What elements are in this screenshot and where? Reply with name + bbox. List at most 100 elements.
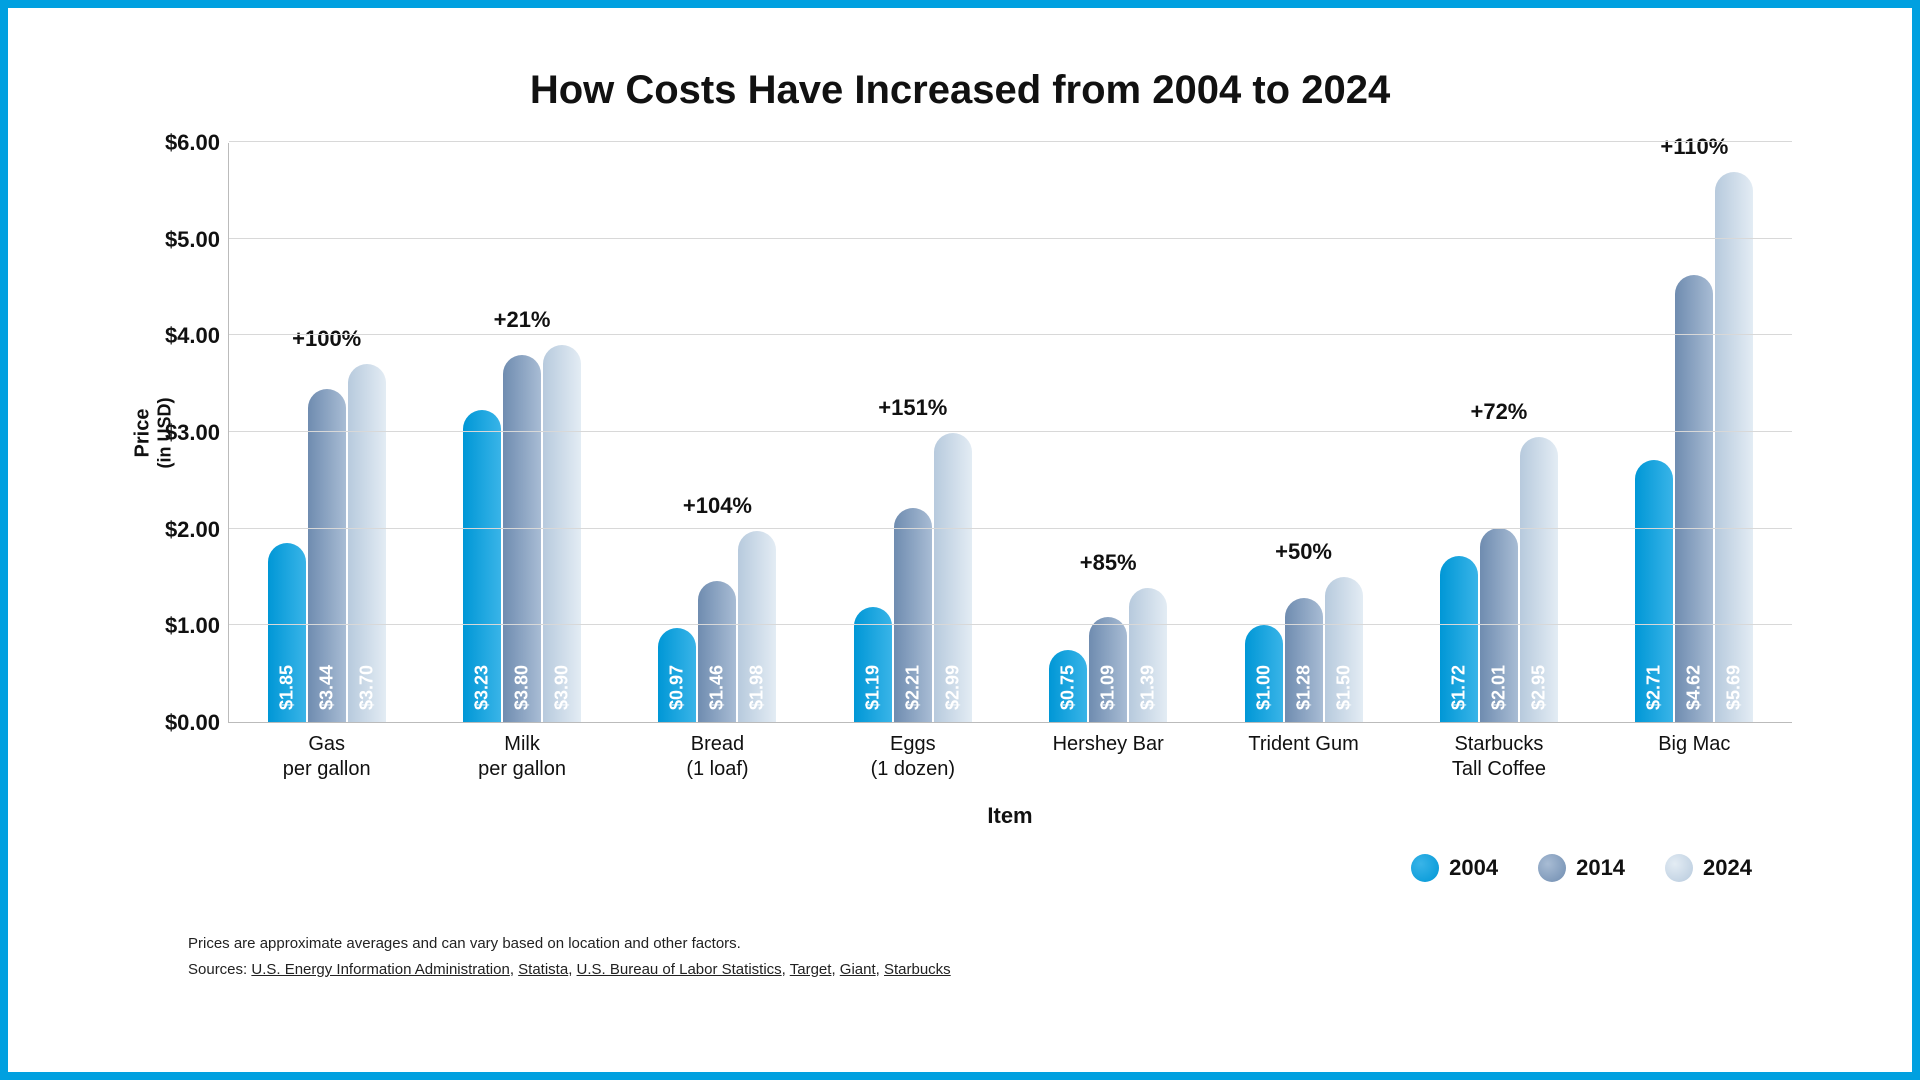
bar-2014: $3.44 — [308, 389, 346, 722]
bar-value-label: $1.46 — [707, 665, 728, 710]
gridline — [229, 238, 1792, 239]
gridline — [229, 431, 1792, 432]
category-label: StarbucksTall Coffee — [1452, 732, 1546, 782]
footnotes: Prices are approximate averages and can … — [188, 931, 951, 982]
category-group: $1.85$3.44$3.70+100%Gasper gallon — [229, 143, 424, 722]
legend-label: 2004 — [1449, 855, 1498, 881]
bar-2024: $2.99 — [934, 433, 972, 722]
chart-title: How Costs Have Increased from 2004 to 20… — [128, 68, 1792, 113]
percent-increase-label: +151% — [878, 395, 947, 421]
category-group: $1.00$1.28$1.50+50%Trident Gum — [1206, 143, 1401, 722]
category-label: Eggs(1 dozen) — [871, 732, 956, 782]
legend: 2004 2014 2024 — [1411, 854, 1752, 882]
category-group: $1.72$2.01$2.95+72%StarbucksTall Coffee — [1401, 143, 1596, 722]
percent-increase-label: +100% — [292, 326, 361, 352]
ytick-label: $4.00 — [165, 323, 220, 349]
ytick-label: $6.00 — [165, 130, 220, 156]
bar-value-label: $0.75 — [1058, 665, 1079, 710]
bar-2004: $2.71 — [1635, 460, 1673, 722]
xaxis-label: Item — [228, 803, 1792, 829]
percent-increase-label: +104% — [683, 493, 752, 519]
bar-value-label: $5.69 — [1724, 665, 1745, 710]
bar-value-label: $1.09 — [1098, 665, 1119, 710]
source-link[interactable]: Giant — [840, 961, 876, 978]
footnote-sources: Sources: U.S. Energy Information Adminis… — [188, 957, 951, 983]
footnote-disclaimer: Prices are approximate averages and can … — [188, 931, 951, 957]
percent-increase-label: +50% — [1275, 539, 1332, 565]
category-label: Trident Gum — [1248, 732, 1358, 757]
category-label: Gasper gallon — [283, 732, 371, 782]
category-group: $2.71$4.62$5.69+110%Big Mac — [1597, 143, 1792, 722]
bar-2024: $5.69 — [1715, 172, 1753, 722]
bar-2014: $1.46 — [698, 581, 736, 722]
source-link[interactable]: Starbucks — [884, 961, 951, 978]
bar-2004: $0.75 — [1049, 650, 1087, 723]
category-group: $0.75$1.09$1.39+85%Hershey Bar — [1011, 143, 1206, 722]
bar-value-label: $1.98 — [747, 665, 768, 710]
outer-frame: How Costs Have Increased from 2004 to 20… — [0, 0, 1920, 1080]
gridline — [229, 141, 1792, 142]
bar-2014: $1.28 — [1285, 598, 1323, 722]
bar-groups: $1.85$3.44$3.70+100%Gasper gallon$3.23$3… — [229, 143, 1792, 722]
percent-increase-label: +72% — [1470, 399, 1527, 425]
bar-2024: $1.39 — [1129, 588, 1167, 722]
legend-swatch — [1538, 854, 1566, 882]
bar-value-label: $1.28 — [1293, 665, 1314, 710]
bar-2004: $3.23 — [463, 410, 501, 722]
yaxis-ticks: $0.00$1.00$2.00$3.00$4.00$5.00$6.00 — [128, 143, 228, 723]
bar-value-label: $3.70 — [356, 665, 377, 710]
ytick-label: $1.00 — [165, 613, 220, 639]
legend-label: 2014 — [1576, 855, 1625, 881]
category-label: Hershey Bar — [1053, 732, 1164, 757]
inner-panel: How Costs Have Increased from 2004 to 20… — [48, 38, 1872, 1052]
bar-2004: $1.85 — [268, 543, 306, 722]
category-group: $3.23$3.80$3.90+21%Milkper gallon — [424, 143, 619, 722]
percent-increase-label: +110% — [1660, 134, 1728, 160]
source-link[interactable]: Target — [790, 961, 832, 978]
legend-item-2004: 2004 — [1411, 854, 1498, 882]
bar-2024: $1.50 — [1325, 577, 1363, 722]
legend-item-2014: 2014 — [1538, 854, 1625, 882]
chart-area: Price (in USD) $0.00$1.00$2.00$3.00$4.00… — [128, 143, 1792, 723]
bar-2004: $1.72 — [1440, 556, 1478, 722]
category-group: $1.19$2.21$2.99+151%Eggs(1 dozen) — [815, 143, 1010, 722]
bar-value-label: $1.00 — [1253, 665, 1274, 710]
bar-value-label: $2.71 — [1644, 665, 1665, 710]
bar-2004: $0.97 — [658, 628, 696, 722]
bar-value-label: $2.99 — [942, 665, 963, 710]
category-label: Milkper gallon — [478, 732, 566, 782]
ytick-label: $0.00 — [165, 710, 220, 736]
ytick-label: $5.00 — [165, 227, 220, 253]
gridline — [229, 624, 1792, 625]
legend-label: 2024 — [1703, 855, 1752, 881]
bar-value-label: $1.50 — [1333, 665, 1354, 710]
percent-increase-label: +21% — [494, 307, 551, 333]
bar-value-label: $1.85 — [276, 665, 297, 710]
gridline — [229, 334, 1792, 335]
percent-increase-label: +85% — [1080, 550, 1137, 576]
bar-2014: $2.21 — [894, 508, 932, 722]
ytick-label: $3.00 — [165, 420, 220, 446]
source-link[interactable]: U.S. Energy Information Administration — [251, 961, 509, 978]
bar-2024: $3.90 — [543, 345, 581, 722]
bar-value-label: $3.44 — [316, 665, 337, 710]
source-link[interactable]: Statista — [518, 961, 568, 978]
legend-swatch — [1411, 854, 1439, 882]
plot-area: $1.85$3.44$3.70+100%Gasper gallon$3.23$3… — [228, 143, 1792, 723]
bar-value-label: $1.19 — [862, 665, 883, 710]
bar-2014: $4.62 — [1675, 275, 1713, 722]
source-link[interactable]: U.S. Bureau of Labor Statistics — [577, 961, 782, 978]
bar-2024: $2.95 — [1520, 437, 1558, 722]
bar-value-label: $3.23 — [472, 665, 493, 710]
bar-value-label: $3.80 — [512, 665, 533, 710]
bar-value-label: $2.21 — [902, 665, 923, 710]
bar-2004: $1.00 — [1245, 625, 1283, 722]
bar-value-label: $3.90 — [552, 665, 573, 710]
legend-swatch — [1665, 854, 1693, 882]
gridline — [229, 528, 1792, 529]
category-group: $0.97$1.46$1.98+104%Bread(1 loaf) — [620, 143, 815, 722]
bar-value-label: $2.95 — [1528, 665, 1549, 710]
ytick-label: $2.00 — [165, 517, 220, 543]
category-label: Big Mac — [1658, 732, 1730, 757]
bar-value-label: $4.62 — [1684, 665, 1705, 710]
